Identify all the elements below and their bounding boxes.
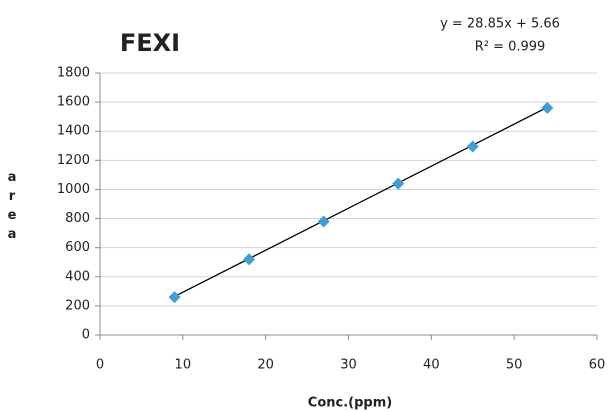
point [541,101,554,114]
y-tick-label: 200 [65,298,90,313]
y-axis-label: area [5,170,20,246]
y-tick-label: 1000 [57,182,90,197]
y-tick-label: 400 [65,269,90,284]
chart-title: FEXI [120,29,180,57]
point [392,177,405,190]
x-tick-label: 30 [340,358,357,373]
y-tick-label: 0 [82,328,90,343]
point [168,291,181,304]
x-tick-label: 10 [175,358,192,373]
point [317,215,330,228]
trendline [174,106,548,298]
y-tick-label: 1400 [57,124,90,139]
y-tick-label: 800 [65,211,90,226]
x-tick-label: 40 [423,358,440,373]
y-tick-label: 1200 [57,153,90,168]
point [243,253,256,266]
x-tick-label: 20 [257,358,274,373]
y-tick-label: 600 [65,240,90,255]
x-tick-label: 50 [506,358,523,373]
r-squared: R² = 0.999 [475,40,546,55]
y-tick-label: 1800 [57,66,90,81]
x-axis-label: Conc.(ppm) [308,396,392,411]
trendline-equation: y = 28.85x + 5.66 [440,17,560,32]
y-tick-label: 1600 [57,95,90,110]
x-tick-label: 60 [589,358,606,373]
x-tick-label: 0 [96,358,104,373]
point [466,140,479,153]
